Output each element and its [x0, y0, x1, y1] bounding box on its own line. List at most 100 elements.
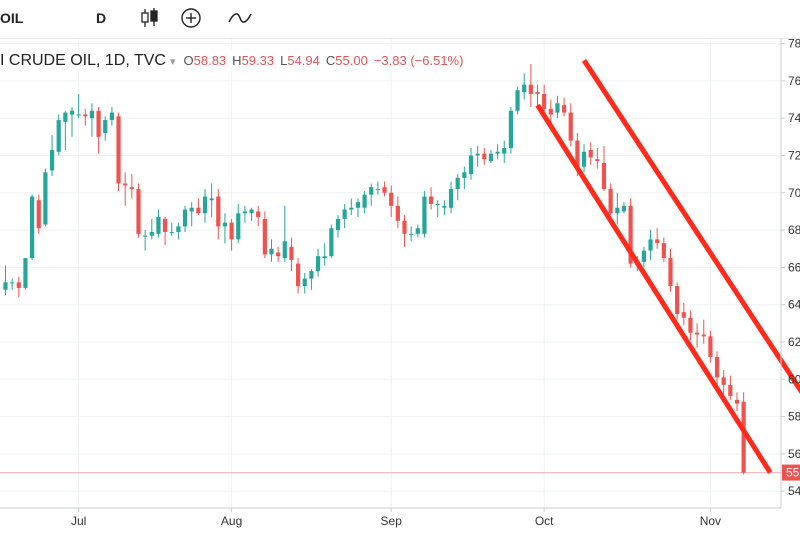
- candle-up: [302, 278, 307, 287]
- candle-up: [369, 187, 374, 195]
- symbol-title[interactable]: I CRUDE OIL, 1D, TVC: [0, 52, 166, 69]
- candle-down: [196, 207, 201, 214]
- candle-up: [76, 114, 81, 116]
- candle-up: [515, 90, 520, 111]
- candle-up: [615, 207, 620, 214]
- candle-up: [49, 149, 55, 171]
- candle-up: [69, 110, 75, 115]
- candle-down: [608, 189, 613, 214]
- candle-down: [296, 263, 301, 287]
- price-axis[interactable]: 54.00 56.00 58.00 60.00 62.00 64.00 66.00 68.00…: [780, 37, 800, 508]
- candle-up: [329, 228, 334, 257]
- candle-down: [668, 258, 673, 287]
- x-tick-label: Sep: [381, 514, 403, 528]
- candle-up: [269, 248, 274, 255]
- candle-down: [276, 252, 281, 257]
- candle-up: [621, 205, 627, 212]
- time-axis[interactable]: Jul Aug Sep Oct Nov: [0, 507, 781, 528]
- candle-up: [43, 172, 48, 225]
- trend-line[interactable]: [535, 103, 773, 474]
- candle-up: [242, 211, 247, 214]
- candle-down: [83, 114, 88, 117]
- candle-up: [30, 196, 35, 259]
- low-value: 54.94: [287, 53, 320, 68]
- candle-up: [156, 217, 161, 234]
- candle-down: [568, 112, 573, 141]
- candle-up: [176, 226, 181, 232]
- candle-up: [222, 222, 228, 227]
- compare-line-icon[interactable]: [226, 6, 252, 30]
- candle-up: [249, 209, 254, 214]
- change-value: −3.83 (−6.51%): [373, 53, 464, 68]
- candle-down: [129, 187, 134, 190]
- candle-up: [189, 207, 194, 212]
- candle-up: [641, 250, 646, 262]
- candle-up: [309, 271, 314, 279]
- candle-up: [349, 207, 354, 210]
- candles-icon[interactable]: [136, 6, 162, 30]
- candle-up: [236, 213, 241, 240]
- candle-up: [315, 256, 321, 272]
- candle-up: [23, 258, 28, 288]
- candle-up: [522, 84, 527, 93]
- candle-down: [688, 317, 693, 333]
- x-tick-label: Nov: [700, 514, 721, 528]
- candle-up: [109, 112, 114, 121]
- high-label: H: [232, 53, 242, 68]
- candle-down: [575, 140, 580, 169]
- candle-down: [36, 200, 41, 229]
- candle-up: [502, 148, 507, 154]
- candle-down: [548, 108, 553, 115]
- candle-up: [282, 241, 287, 259]
- candle-down: [701, 334, 706, 337]
- candle-down: [382, 187, 387, 193]
- candle-down: [482, 153, 487, 160]
- candle-up: [375, 189, 380, 191]
- y-tick-label: 76.00: [788, 74, 800, 88]
- candle-up: [342, 209, 347, 219]
- candles-layer: [3, 64, 746, 475]
- candle-down: [216, 196, 221, 227]
- add-indicator-icon[interactable]: [178, 6, 204, 30]
- y-tick-label: 72.00: [788, 149, 800, 163]
- y-tick-label: 78.00: [788, 37, 800, 51]
- last-price-label: 55.00: [786, 466, 800, 480]
- candle-down: [708, 336, 713, 357]
- symbol-search-button[interactable]: OIL: [0, 10, 24, 26]
- candle-up: [202, 196, 208, 214]
- open-value: 58.83: [193, 53, 227, 68]
- candle-up: [182, 209, 188, 227]
- candle-up: [442, 205, 447, 208]
- candle-up: [415, 228, 420, 234]
- x-tick-label: Oct: [535, 514, 554, 528]
- candle-down: [721, 377, 726, 385]
- candle-down: [562, 105, 567, 113]
- candle-up: [362, 194, 367, 208]
- candle-down: [116, 116, 121, 184]
- y-tick-label: 62.00: [788, 335, 800, 349]
- candle-up: [3, 282, 8, 290]
- trend-line[interactable]: [581, 59, 800, 435]
- candle-down: [402, 220, 407, 234]
- candle-down: [728, 384, 733, 397]
- chevron-down-icon[interactable]: ▾: [169, 56, 176, 68]
- candle-up: [89, 110, 95, 119]
- trend-channel[interactable]: [535, 59, 800, 474]
- candle-up: [209, 198, 214, 201]
- candle-up: [355, 202, 361, 208]
- candle-up: [335, 218, 341, 231]
- candle-up: [508, 110, 513, 149]
- candle-up: [322, 256, 327, 259]
- y-tick-label: 70.00: [788, 186, 800, 200]
- interval-button[interactable]: D: [96, 10, 107, 26]
- high-value: 59.33: [241, 53, 275, 68]
- candle-down: [628, 205, 633, 264]
- y-tick-label: 56.00: [788, 447, 800, 461]
- y-tick-label: 54.00: [788, 484, 800, 498]
- candle-down: [535, 92, 540, 94]
- low-label: L: [280, 53, 288, 68]
- candle-down: [96, 110, 101, 137]
- x-tick-label: Jul: [71, 514, 86, 528]
- candle-down: [695, 332, 700, 335]
